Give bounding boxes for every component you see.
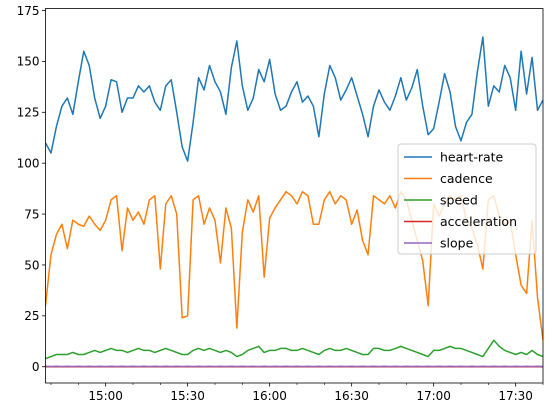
x-tick-label: 17:00 [416,389,451,403]
legend-label-slope: slope [440,236,474,251]
y-tick-label: 150 [17,55,40,69]
legend-label-speed: speed [440,193,478,208]
y-tick-label: 50 [24,258,39,272]
x-tick-label: 15:30 [170,389,205,403]
y-tick-label: 175 [17,4,40,18]
x-tick-label: 16:30 [334,389,369,403]
legend: heart-rate cadence speed acceleration slope [398,144,536,254]
legend-label-heart-rate: heart-rate [440,150,504,165]
y-tick-label: 0 [32,360,40,374]
x-tick-label: 16:00 [252,389,287,403]
y-tick-label: 75 [24,207,39,221]
y-tick-label: 125 [17,106,40,120]
y-tick-label: 100 [17,156,40,170]
x-tick-label: 15:00 [88,389,123,403]
x-tick-label: 17:30 [498,389,533,403]
y-tick-label: 25 [24,309,39,323]
legend-label-acceleration: acceleration [440,214,517,229]
legend-label-cadence: cadence [440,171,493,186]
